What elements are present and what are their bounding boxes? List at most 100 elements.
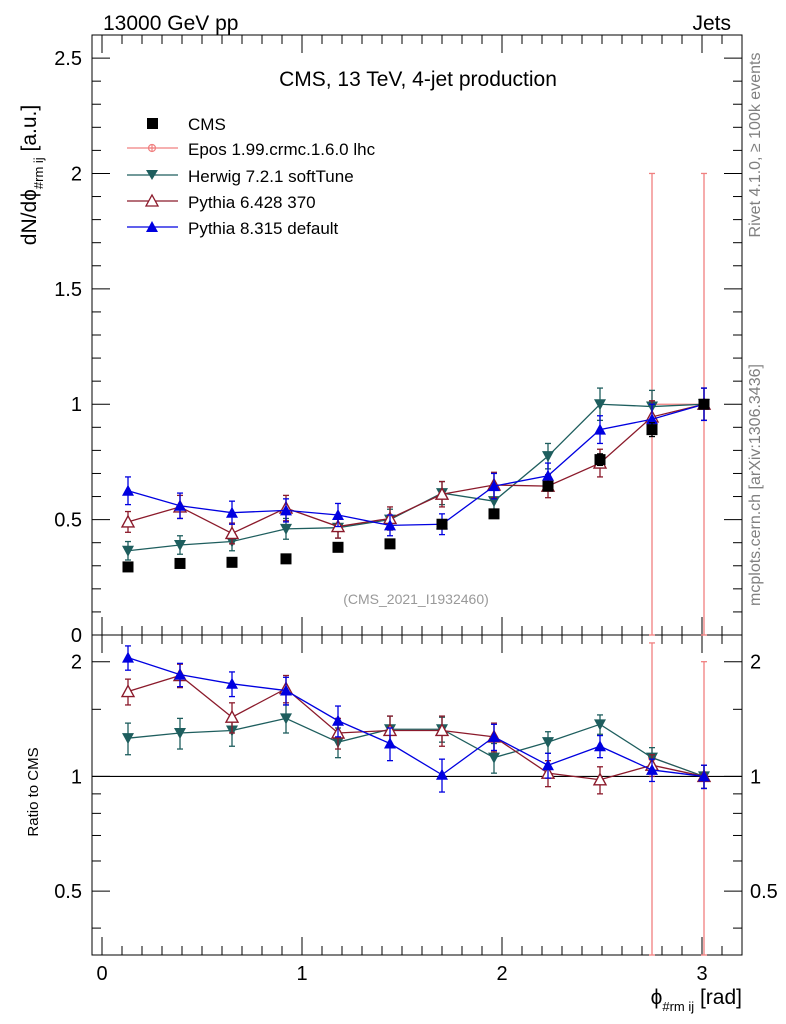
ratio-point-pythia8 [174, 668, 186, 680]
ratio-tick-label: 2 [750, 652, 761, 674]
legend-item-pythia8: Pythia 8.315 default [127, 219, 339, 238]
svg-text:dN/dϕ#rm ij [a.u.]: dN/dϕ#rm ij [a.u.] [18, 105, 46, 245]
ratio-point-pythia8 [122, 651, 134, 663]
point-pythia8 [594, 423, 606, 435]
point-cms [226, 556, 238, 568]
x-tick-label: 2 [496, 963, 507, 985]
y-tick-label: 2.5 [54, 48, 82, 70]
series-line-pythia8 [127, 403, 705, 527]
rivet-label: Rivet 4.1.0, ≥ 100k events [747, 53, 764, 238]
x-axis-title-sub: #rm ij [662, 999, 694, 1014]
legend-item-epos: Epos 1.99.crmc.1.6.0 lhc [127, 140, 376, 159]
ratio-point-pythia8 [436, 768, 448, 780]
legend-item-cms: CMS [147, 115, 226, 134]
point-cms [122, 561, 134, 573]
ratio-point-pythia6 [592, 772, 608, 786]
header-process: Jets [692, 12, 731, 35]
point-cms [332, 541, 344, 553]
ratio-tick-label: 1 [71, 766, 82, 788]
y-tick-label: 0 [71, 625, 82, 647]
ratio-point-herwig [488, 752, 500, 764]
point-pythia6 [224, 525, 240, 540]
y-tick-label: 1.5 [54, 279, 82, 301]
point-herwig [542, 451, 554, 463]
analysis-watermark: (CMS_2021_I1932460) [343, 591, 489, 607]
point-cms [542, 480, 554, 492]
ratio-line-pythia6 [127, 674, 705, 781]
point-pythia8 [646, 413, 658, 425]
ratio-point-pythia8 [698, 770, 710, 782]
point-cms [280, 553, 292, 565]
ratio-point-herwig [280, 713, 292, 725]
ratio-tick-label: 0.5 [54, 881, 82, 903]
x-axis-title-unit: [rad] [700, 986, 742, 1009]
legend-label-pythia8: Pythia 8.315 default [188, 219, 339, 238]
header-energy: 13000 GeV pp [103, 12, 238, 35]
x-axis-title-main: ϕ [651, 986, 663, 1009]
y-axis-title-unit: [a.u.] [18, 105, 41, 152]
legend-label-epos: Epos 1.99.crmc.1.6.0 lhc [188, 140, 376, 159]
point-herwig [174, 540, 186, 551]
ratio-tick-label: 0.5 [750, 881, 778, 903]
mcplots-label: mcplots.cern.ch [arXiv:1306.3436] [747, 364, 764, 606]
point-pythia8 [226, 506, 238, 518]
y-axis-title-sub: #rm ij [31, 157, 46, 189]
ratio-point-pythia8 [646, 763, 658, 775]
point-herwig [122, 545, 134, 557]
y-axis-title-main: dN/dϕ [18, 189, 41, 245]
ratio-point-pythia8 [594, 740, 606, 752]
ratio-point-herwig [122, 733, 134, 745]
legend-item-pythia6: Pythia 6.428 370 [127, 193, 316, 212]
point-cms [698, 398, 710, 410]
chart-marks: 0 0.5 1 1.5 2 2.5 0 1 2 3 0.5 0.5 1 1 2 2 [54, 34, 778, 985]
ratio-tick-label: 1 [750, 766, 761, 788]
legend-label-pythia6: Pythia 6.428 370 [188, 193, 316, 212]
ratio-point-herwig [174, 728, 186, 740]
point-pythia8 [174, 499, 186, 511]
ratio-point-pythia8 [280, 684, 292, 696]
y-tick-label: 1 [71, 394, 82, 416]
ratio-point-pythia6 [120, 684, 136, 698]
ratio-line-herwig [127, 717, 705, 778]
point-pythia8 [332, 509, 344, 520]
ratio-point-pythia8 [332, 714, 344, 726]
legend-item-herwig: Herwig 7.2.1 softTune [127, 167, 354, 186]
ratio-tick-label: 2 [71, 652, 82, 674]
point-cms [646, 424, 658, 436]
ratio-point-pythia6 [224, 709, 240, 723]
ratio-point-pythia8 [226, 677, 238, 689]
x-tick-label: 3 [696, 963, 707, 985]
point-pythia8 [542, 469, 554, 481]
point-cms [594, 454, 606, 466]
point-cms [436, 518, 448, 530]
point-pythia6 [120, 514, 136, 528]
series-line-pythia6 [127, 403, 705, 535]
ratio-point-pythia8 [488, 730, 500, 742]
y-tick-label: 2 [71, 163, 82, 185]
ratio-point-pythia6 [434, 723, 450, 737]
point-cms [174, 557, 186, 569]
legend-label-cms: CMS [188, 115, 226, 134]
ratio-frame [91, 634, 743, 956]
point-pythia8 [122, 484, 134, 496]
point-pythia8 [488, 480, 500, 492]
chart-title: CMS, 13 TeV, 4-jet production [279, 68, 557, 91]
y-axis-title: dN/dϕ#rm ij [a.u.] [18, 105, 46, 245]
ratio-axis-title: Ratio to CMS [25, 747, 42, 836]
x-tick-label: 1 [296, 963, 307, 985]
point-pythia8 [384, 519, 396, 531]
point-cms [488, 508, 500, 520]
ratio-point-herwig [594, 719, 606, 731]
point-herwig [594, 399, 606, 411]
y-tick-label: 0.5 [54, 510, 82, 532]
point-pythia8 [280, 504, 292, 516]
ratio-point-herwig [542, 737, 554, 749]
x-tick-label: 0 [96, 963, 107, 985]
x-axis-title: ϕ#rm ij [rad] [651, 986, 742, 1014]
ratio-point-pythia8 [542, 759, 554, 771]
legend: CMS Epos 1.99.crmc.1.6.0 lhc Herwig 7.2.… [127, 115, 376, 238]
ratio-line-pythia8 [127, 656, 705, 778]
point-cms [384, 538, 396, 550]
point-herwig [280, 523, 292, 535]
